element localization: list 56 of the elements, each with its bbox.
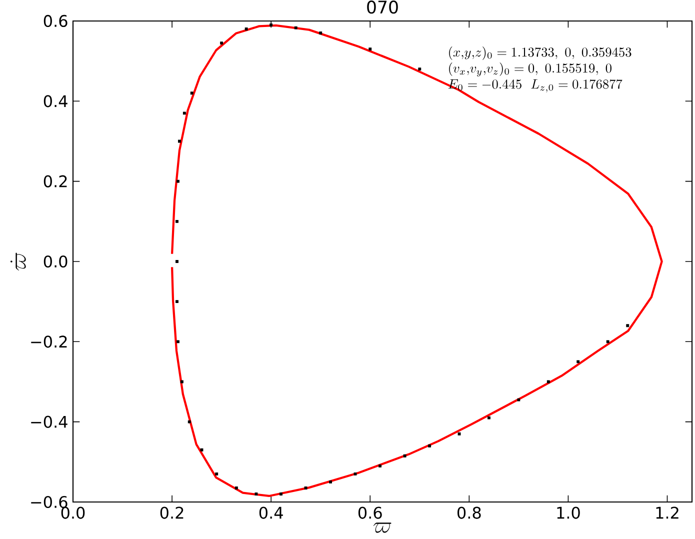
y-axis-title: $\dot{\varpi}$	[10, 252, 26, 271]
x-tick-label: 0.2	[160, 506, 184, 519]
point	[294, 26, 298, 30]
point	[176, 300, 178, 304]
point	[280, 492, 282, 496]
y-tick-label: 0.4	[44, 95, 68, 108]
point	[606, 340, 610, 344]
y-tick-label: −0.6	[31, 496, 68, 508]
point	[428, 444, 432, 448]
x-tick-label: 1.2	[656, 506, 678, 519]
point	[254, 492, 258, 496]
x-tick-label: 1.0	[557, 506, 580, 519]
y-tick-label: 0.6	[44, 14, 68, 28]
chart-title: 070	[367, 0, 398, 14]
point	[215, 472, 218, 476]
x-tick-label: 0.8	[457, 506, 481, 519]
point	[517, 398, 520, 402]
point	[188, 420, 191, 424]
annotation: $(x{,}y{,}z)_0=1.13733,\ 0,\ 0.359453$	[449, 46, 632, 60]
point	[270, 24, 273, 26]
y-tick-label: 0.2	[44, 175, 67, 188]
y-tick-label: −0.2	[31, 336, 67, 348]
y-tick-label: 0.0	[44, 255, 68, 268]
point	[178, 140, 181, 143]
point	[319, 32, 322, 34]
point	[458, 432, 461, 436]
point	[176, 260, 178, 263]
point	[182, 112, 186, 115]
point	[546, 380, 550, 384]
point	[190, 92, 194, 95]
point	[368, 48, 372, 51]
point	[418, 68, 422, 71]
x-tick-label: 0.6	[358, 506, 382, 519]
point	[176, 340, 180, 344]
x-tick-label: 0.4	[259, 506, 283, 519]
point	[244, 28, 248, 30]
point	[220, 42, 224, 45]
y-tick-label: −0.4	[31, 416, 68, 428]
point	[180, 380, 184, 384]
point	[378, 464, 382, 468]
x-axis-title: $\varpi$	[373, 522, 392, 533]
point	[304, 486, 308, 490]
point	[234, 486, 238, 490]
annotation: $(v_x{,}v_y{,}v_z)_0=0,\ 0.155519,\ 0$	[449, 62, 612, 76]
point	[354, 472, 357, 476]
line-series	[170, 24, 663, 498]
x-tick-label: 0.0	[61, 506, 85, 519]
point	[576, 360, 580, 364]
point	[403, 454, 406, 458]
point	[329, 480, 332, 484]
annotation: $E_0=-0.445\ \ L_{z,0}=0.176877$	[448, 79, 622, 92]
point	[176, 180, 180, 183]
point	[200, 448, 204, 452]
point	[176, 220, 178, 223]
point	[488, 416, 490, 420]
point	[626, 324, 630, 328]
